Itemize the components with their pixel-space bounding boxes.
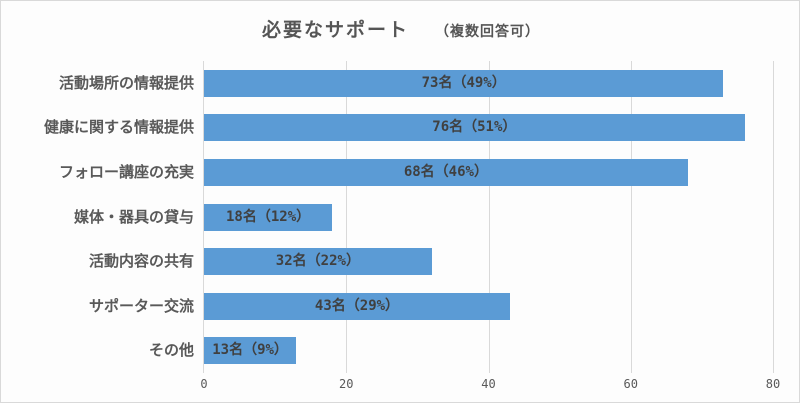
plot-area: 73名（49%） 76名（51%） 68名（46%） 18名（12%） 32名（22%）… — [203, 61, 774, 373]
category-label: 活動内容の共有 — [88, 252, 194, 271]
chart-subtitle: （複数回答可） — [435, 24, 540, 40]
bar-row: 68名（46%） — [204, 158, 773, 186]
gridline — [346, 61, 348, 373]
bar-row: 73名（49%） — [204, 69, 773, 97]
gridline — [488, 61, 490, 373]
gridline — [773, 61, 774, 373]
bar-row: 76名（51%） — [204, 114, 773, 142]
category-label: その他 — [148, 341, 194, 360]
bar-data-label: 73名（49%） — [421, 74, 506, 91]
bar-row: 18名（12%） — [204, 203, 773, 231]
bar-row: 13名（9%） — [204, 337, 773, 365]
bar — [204, 69, 724, 97]
category-label: サポーター交流 — [88, 296, 194, 315]
category-label: 活動場所の情報提供 — [58, 73, 194, 92]
category-label: 健康に関する情報提供 — [43, 118, 194, 137]
bar — [204, 203, 333, 231]
bar-row: 43名（29%） — [204, 292, 773, 320]
bar-data-label: 32名（22%） — [275, 253, 360, 270]
bar-data-label: 68名（46%） — [403, 163, 488, 180]
bar-data-label: 43名（29%） — [314, 297, 400, 314]
x-tick-label: 80 — [765, 377, 781, 391]
x-tick-label: 0 — [200, 377, 208, 391]
category-label: フォロー講座の充実 — [58, 162, 194, 181]
bar — [204, 292, 510, 320]
x-tick-label: 60 — [623, 377, 638, 391]
bar-data-label: 18名（12%） — [226, 208, 311, 225]
bar — [204, 114, 745, 142]
bar-row: 32名（22%） — [204, 248, 773, 276]
bar — [204, 248, 432, 276]
chart-title-main: 必要なサポート — [261, 19, 409, 41]
bar-data-label: 13名（9%） — [212, 342, 288, 359]
category-label: 媒体・器具の貸与 — [73, 207, 194, 226]
chart-title: 必要なサポート （複数回答可） — [1, 15, 800, 42]
x-tick-label: 20 — [339, 377, 354, 391]
gridline — [630, 61, 632, 373]
bar — [204, 158, 688, 186]
x-tick-label: 40 — [481, 377, 496, 391]
bar — [204, 337, 297, 365]
bar-data-label: 76名（51%） — [432, 119, 517, 136]
y-axis-line — [203, 61, 204, 373]
